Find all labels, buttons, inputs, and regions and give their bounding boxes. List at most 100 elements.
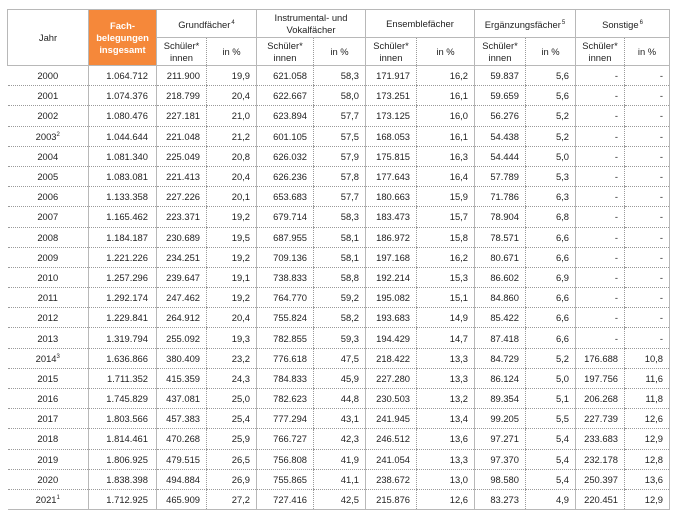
count-cell: 227.181 xyxy=(156,105,207,127)
year-cell: 2005 xyxy=(7,166,89,188)
count-cell: - xyxy=(575,85,625,107)
percent-cell: 57,9 xyxy=(313,146,366,167)
year-cell: 2008 xyxy=(7,227,89,248)
count-cell: 86.602 xyxy=(474,267,526,289)
percent-cell: 19,2 xyxy=(206,247,257,268)
total-cell: 1.133.358 xyxy=(88,186,157,208)
count-cell: 247.462 xyxy=(156,287,207,309)
table-row: 2013 1.319.794 255.092 19,3 782.855 59,3 194.4… xyxy=(7,327,670,349)
year-cell: 20032 xyxy=(7,126,89,147)
table-row: 2019 1.806.925 479.515 26,5 756.808 41,9 241.0… xyxy=(7,449,670,470)
count-cell: - xyxy=(575,206,625,228)
count-cell: 56.276 xyxy=(474,105,526,127)
count-cell: 246.512 xyxy=(365,428,417,450)
count-cell: 218.422 xyxy=(365,348,417,369)
percent-cell: 25,4 xyxy=(206,408,257,430)
total-cell: 1.806.925 xyxy=(88,449,157,470)
total-cell: 1.080.476 xyxy=(88,105,157,127)
year-cell: 2007 xyxy=(7,206,89,228)
count-cell: 653.683 xyxy=(256,186,314,208)
total-cell: 1.292.174 xyxy=(88,287,157,309)
count-cell: - xyxy=(575,247,625,268)
count-cell: 241.945 xyxy=(365,408,417,430)
count-cell: - xyxy=(575,166,625,188)
group-header-instrumental: Instrumental- und Vokalfächer xyxy=(256,9,366,38)
table-row: 2001 1.074.376 218.799 20,4 622.667 58,0 173.2… xyxy=(7,85,670,107)
music-school-statistics-table: Jahr Fach-belegungen insgesamt Grundfäch… xyxy=(7,9,670,510)
count-cell: 766.727 xyxy=(256,428,314,450)
count-cell: 755.865 xyxy=(256,469,314,490)
year-value: 2004 xyxy=(37,150,59,162)
percent-cell: 13,3 xyxy=(416,368,475,390)
group-label: Ergänzungsfächer xyxy=(484,18,561,30)
subheader-count: Schüler* innen xyxy=(156,37,207,66)
percent-cell: 15,7 xyxy=(416,206,475,228)
group-label: Sonstige xyxy=(602,18,639,30)
count-cell: 78.571 xyxy=(474,227,526,248)
percent-cell: 26,5 xyxy=(206,449,257,470)
subheader-percent: in % xyxy=(624,37,670,66)
count-cell: - xyxy=(575,146,625,167)
count-cell: 54.438 xyxy=(474,126,526,147)
table-row: 2018 1.814.461 470.268 25,9 766.727 42,3 246.5… xyxy=(7,428,670,450)
table-row: 2005 1.083.081 221.413 20,4 626.236 57,8 177.6… xyxy=(7,166,670,188)
percent-cell: 58,3 xyxy=(313,206,366,228)
percent-cell: - xyxy=(624,267,670,289)
count-cell: - xyxy=(575,64,625,87)
table-row: 2016 1.745.829 437.081 25,0 782.623 44,8 230.5… xyxy=(7,388,670,410)
subheader-percent: in % xyxy=(313,37,366,66)
year-cell: 2011 xyxy=(7,287,89,309)
total-cell: 1.165.462 xyxy=(88,206,157,228)
footnote-marker: 4 xyxy=(231,19,235,26)
count-cell: 622.667 xyxy=(256,85,314,107)
count-cell: 193.683 xyxy=(365,307,417,329)
percent-cell: 13,2 xyxy=(416,388,475,410)
percent-cell: - xyxy=(624,206,670,228)
percent-cell: 57,5 xyxy=(313,126,366,147)
percent-cell: 16,0 xyxy=(416,105,475,127)
percent-cell: 21,2 xyxy=(206,126,257,147)
percent-cell: 20,4 xyxy=(206,85,257,107)
count-cell: 211.900 xyxy=(156,64,207,87)
count-cell: 755.824 xyxy=(256,307,314,329)
percent-cell: 16,1 xyxy=(416,126,475,147)
percent-cell: 58,2 xyxy=(313,307,366,329)
count-cell: 601.105 xyxy=(256,126,314,147)
year-cell: 2019 xyxy=(7,449,89,470)
percent-cell: - xyxy=(624,227,670,248)
count-cell: 777.294 xyxy=(256,408,314,430)
count-cell: 195.082 xyxy=(365,287,417,309)
total-cell: 1.074.376 xyxy=(88,85,157,107)
count-cell: 176.688 xyxy=(575,348,625,369)
year-cell: 20143 xyxy=(7,348,89,369)
percent-cell: 44,8 xyxy=(313,388,366,410)
footnote-marker: 1 xyxy=(56,495,60,502)
percent-cell: 5,0 xyxy=(525,146,576,167)
percent-cell: 58,0 xyxy=(313,85,366,107)
total-cell: 1.712.925 xyxy=(88,489,157,510)
count-cell: 89.354 xyxy=(474,388,526,410)
count-cell: 59.837 xyxy=(474,64,526,87)
table-row: 2020 1.838.398 494.884 26,9 755.865 41,1 238.6… xyxy=(7,469,670,490)
percent-cell: - xyxy=(624,287,670,309)
percent-cell: 59,2 xyxy=(313,287,366,309)
total-cell: 1.319.794 xyxy=(88,327,157,349)
count-cell: 782.855 xyxy=(256,327,314,349)
count-cell: 183.473 xyxy=(365,206,417,228)
percent-cell: - xyxy=(624,186,670,208)
percent-cell: 19,3 xyxy=(206,327,257,349)
percent-cell: 42,3 xyxy=(313,428,366,450)
year-cell: 2009 xyxy=(7,247,89,268)
percent-cell: 5,1 xyxy=(525,388,576,410)
group-header-sonstige: Sonstige6 xyxy=(575,9,670,38)
count-cell: 192.214 xyxy=(365,267,417,289)
count-cell: 782.623 xyxy=(256,388,314,410)
percent-cell: 11,6 xyxy=(624,368,670,390)
count-cell: 250.397 xyxy=(575,469,625,490)
percent-cell: 4,9 xyxy=(525,489,576,510)
year-value: 2013 xyxy=(37,332,59,344)
year-cell: 20211 xyxy=(7,489,89,510)
count-cell: 84.729 xyxy=(474,348,526,369)
count-cell: 738.833 xyxy=(256,267,314,289)
year-value: 2012 xyxy=(37,312,59,324)
